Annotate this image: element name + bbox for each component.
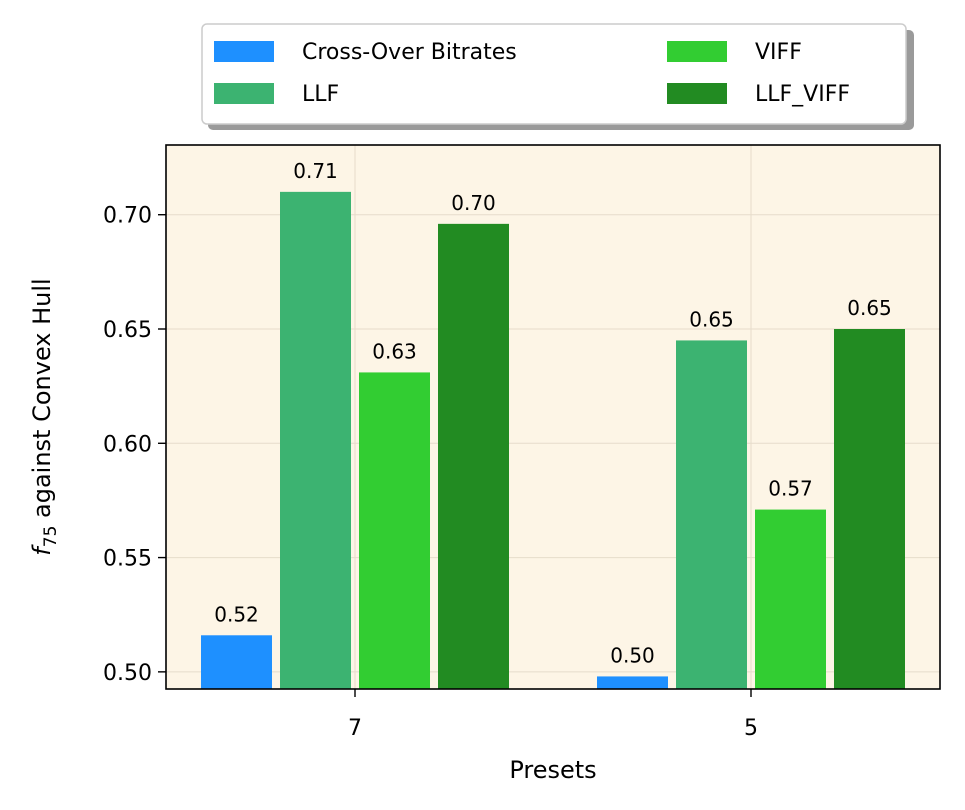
legend-label: LLF: [302, 82, 339, 107]
legend-swatch: [667, 83, 727, 104]
y-axis-label-subscript: 75: [41, 526, 61, 548]
bar-value-label: 0.65: [847, 296, 892, 320]
bar-value-label: 0.71: [293, 159, 338, 183]
legend-label: LLF_VIFF: [755, 82, 850, 107]
legend-label: VIFF: [755, 40, 802, 65]
bar: [834, 329, 905, 689]
bar-value-label: 0.65: [689, 307, 734, 331]
y-axis-label-rest: against Convex Hull: [28, 278, 56, 525]
y-tick-label: 0.55: [103, 547, 152, 572]
y-axis: 0.50 0.55 0.60 0.65 0.70: [103, 204, 166, 686]
legend-box: [201, 23, 907, 125]
bars: [201, 191, 905, 689]
bar: [438, 223, 509, 689]
x-tick-label: 5: [744, 716, 758, 741]
bar-value-label: 0.70: [451, 191, 496, 215]
bar-value-label: 0.57: [768, 477, 813, 501]
legend-items: Cross-Over Bitrates LLF VIFF LLF_VIFF: [214, 40, 850, 107]
bar: [359, 372, 430, 689]
y-tick-label: 0.70: [103, 204, 152, 229]
legend-swatch: [214, 41, 274, 62]
y-tick-label: 0.60: [103, 432, 152, 457]
plot-frame: [165, 144, 941, 690]
bar: [280, 191, 351, 689]
legend-label: Cross-Over Bitrates: [302, 40, 517, 65]
y-axis-label: f75 against Convex Hull: [28, 278, 61, 555]
bar: [597, 676, 668, 689]
x-tick-label: 7: [348, 716, 362, 741]
bar: [201, 635, 272, 689]
legend: Cross-Over Bitrates LLF VIFF LLF_VIFF: [201, 23, 914, 130]
y-tick-label: 0.65: [103, 318, 152, 343]
legend-swatch: [667, 41, 727, 62]
bar-value-label: 0.63: [372, 339, 417, 363]
x-axis-label: Presets: [509, 756, 596, 784]
bar-value-label: 0.52: [214, 602, 259, 626]
y-tick-label: 0.50: [103, 661, 152, 686]
bar-value-label: 0.50: [610, 643, 655, 667]
bar: [676, 340, 747, 689]
value-labels: 0.52 0.50 0.71 0.65 0.63 0.57 0.70 0.65: [214, 159, 892, 668]
legend-swatch: [214, 83, 274, 104]
bar: [755, 509, 826, 689]
